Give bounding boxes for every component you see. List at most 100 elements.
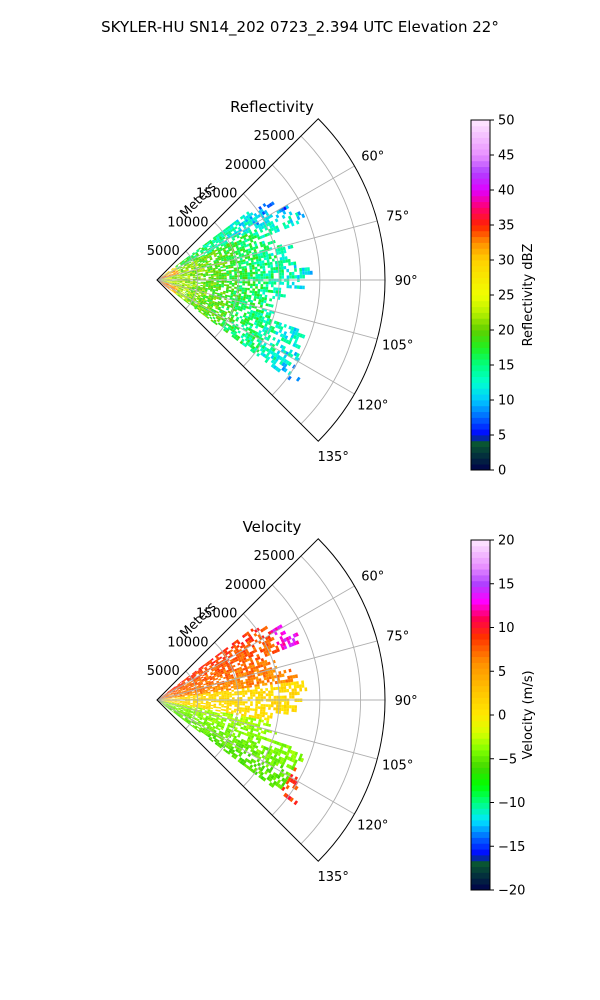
colorbar-segment [471,382,490,389]
reflectivity-cell [288,262,292,266]
reflectivity-cell [284,335,289,340]
velocity-cell [199,718,202,721]
reflectivity-cell [249,265,252,268]
reflectivity-cell [196,249,199,252]
reflectivity-cell [250,257,254,261]
reflectivity-cell [249,344,254,349]
velocity-cell [247,707,250,711]
velocity-cell [240,670,244,674]
reflectivity-cell [211,278,214,280]
reflectivity-cell [169,281,172,283]
reflectivity-cell [266,256,270,260]
velocity-cell [226,743,230,747]
velocity-cell [224,702,227,705]
reflectivity-cell [241,338,245,343]
reflectivity-cell [198,265,202,267]
velocity-cell [209,665,213,668]
velocity-cell [280,757,285,762]
velocity-cell [230,712,234,715]
velocity-cell [187,698,191,699]
velocity-cell [179,703,183,705]
reflectivity-cell [173,271,176,274]
velocity-cell [233,710,237,713]
reflectivity-cell [184,273,188,275]
velocity-cell [208,733,212,737]
velocity-cell [280,639,285,644]
reflectivity-cell [193,303,196,307]
reflectivity-cell [272,336,276,341]
reflectivity-cell [192,276,196,278]
velocity-cell [187,705,190,707]
reflectivity-cell [233,241,238,245]
reflectivity-cell [242,274,245,277]
velocity-cell [244,666,248,670]
velocity-cell [169,707,173,710]
reflectivity-cell [198,282,201,284]
velocity-cell [216,662,220,666]
velocity-cell [271,678,275,682]
reflectivity-cell [225,307,230,311]
reflectivity-cell [273,267,276,271]
velocity-cell [166,696,169,698]
reflectivity-cell [182,281,185,283]
velocity-cell [178,692,182,694]
velocity-cell [225,709,229,712]
reflectivity-cell [218,306,222,309]
reflectivity-cell [202,261,206,264]
velocity-cell [227,655,231,659]
velocity-cell [226,707,229,710]
reflectivity-cell [203,307,207,310]
reflectivity-cell [179,281,183,283]
reflectivity-cell [304,271,308,275]
velocity-cell [246,687,250,691]
reflectivity-cell [177,269,181,272]
velocity-cell [292,674,296,679]
velocity-cell [186,683,190,686]
velocity-cell [175,691,179,693]
reflectivity-cell [235,303,239,306]
reflectivity-cell [268,349,272,354]
reflectivity-cell [179,276,183,277]
velocity-cell [195,713,199,716]
velocity-cell [261,660,265,665]
velocity-cell [241,684,244,687]
velocity-cell [216,673,220,677]
reflectivity-cell [255,256,259,260]
velocity-cell [177,688,180,690]
velocity-cell [249,692,253,695]
velocity-cell [279,785,284,790]
velocity-cell [170,705,174,707]
velocity-cell [199,679,202,682]
reflectivity-cell [241,324,245,328]
reflectivity-cell [174,276,177,278]
velocity-cell [218,697,222,700]
velocity-cell [197,704,201,706]
reflectivity-cell [209,240,213,244]
velocity-cell [238,673,242,677]
reflectivity-cell [247,327,252,332]
reflectivity-cell [208,302,212,305]
velocity-cell [200,696,204,698]
reflectivity-cell [190,303,194,306]
reflectivity-cell [164,278,167,279]
reflectivity-cell [177,267,180,270]
reflectivity-cell [204,299,208,302]
reflectivity-cell [270,252,274,257]
velocity-cell [244,743,248,747]
reflectivity-cell [193,307,197,310]
reflectivity-cell [189,273,193,275]
colorbar-segment [471,225,490,232]
reflectivity-cell [255,317,259,321]
velocity-cell [242,692,245,695]
velocity-cell [272,750,277,754]
reflectivity-cell [289,218,294,224]
velocity-cell [209,711,213,714]
reflectivity-cell [250,259,254,263]
velocity-cell [249,665,253,669]
velocity-cell [224,731,228,734]
reflectivity-cell [217,239,221,243]
velocity-cell [241,643,246,648]
reflectivity-cell [173,291,176,294]
reflectivity-cell [184,275,188,277]
reflectivity-cell [166,281,170,283]
